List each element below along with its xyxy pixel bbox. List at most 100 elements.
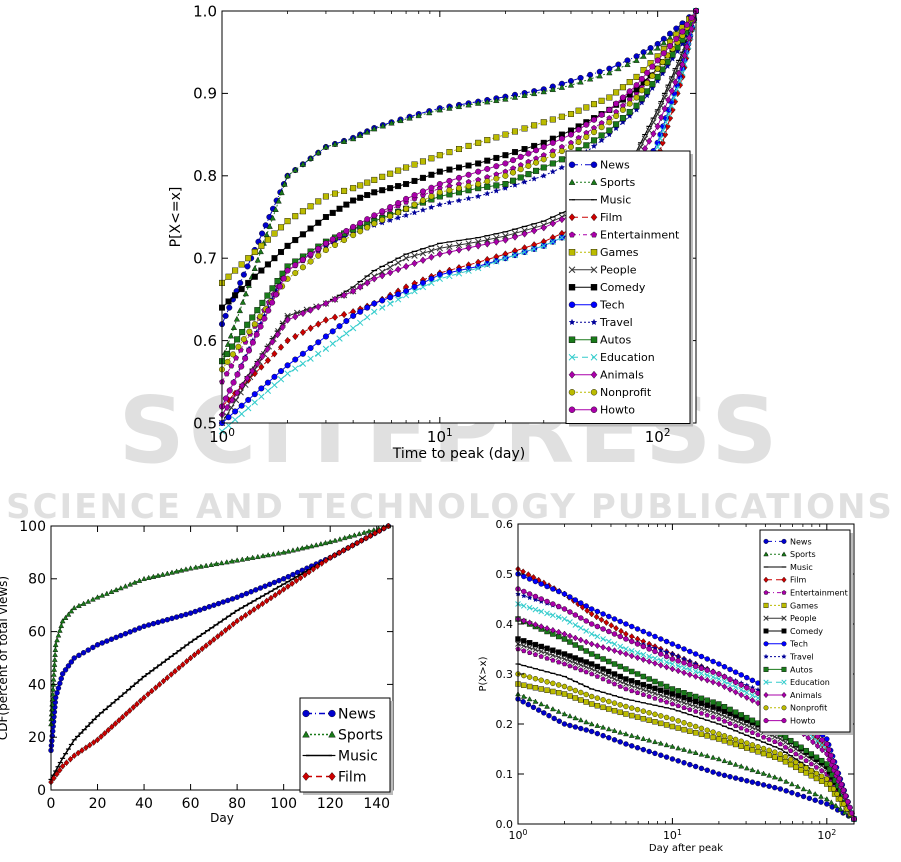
data-point: [640, 708, 647, 714]
data-point: [598, 616, 605, 624]
data-point: [315, 252, 322, 259]
data-point: [531, 175, 538, 182]
legend-marker: [763, 590, 769, 595]
data-point: [525, 171, 532, 178]
data-point: [224, 358, 231, 365]
data-point: [600, 626, 606, 632]
data-point: [59, 671, 66, 677]
data-point: [302, 571, 308, 579]
data-point: [749, 697, 756, 704]
data-point: [411, 192, 418, 199]
data-point: [623, 711, 629, 717]
data-point: [455, 103, 463, 110]
data-point: [681, 669, 687, 677]
data-point: [561, 630, 568, 638]
data-point: [530, 704, 537, 711]
data-point: [572, 612, 579, 618]
data-point: [149, 687, 155, 695]
y-tick-label: 0.1: [496, 768, 514, 781]
data-point: [681, 746, 687, 752]
data-point: [225, 597, 231, 604]
data-point: [549, 168, 556, 175]
data-point: [583, 669, 589, 675]
data-point: [160, 677, 167, 685]
data-point: [626, 79, 633, 86]
data-point: [663, 653, 670, 660]
legend-marker: [568, 249, 576, 256]
data-point: [232, 408, 239, 415]
data-point: [716, 706, 722, 712]
data-point: [732, 775, 739, 781]
data-point: [658, 113, 665, 122]
legend-marker: [568, 178, 576, 185]
data-point: [280, 275, 287, 282]
data-point: [613, 89, 620, 96]
data-point: [222, 312, 229, 319]
data-point: [550, 626, 556, 634]
data-point: [419, 158, 426, 165]
data-point: [660, 50, 667, 57]
y-axis-label: P[X<=x]: [168, 187, 184, 248]
data-point: [572, 665, 578, 671]
data-point: [716, 771, 722, 777]
data-point: [294, 546, 301, 552]
data-point: [603, 619, 610, 626]
series-line-travel: [221, 10, 697, 407]
data-point: [681, 646, 687, 652]
data-point: [819, 767, 825, 773]
data-point: [371, 275, 378, 283]
data-point: [628, 683, 635, 689]
data-point: [842, 809, 848, 815]
data-point: [130, 704, 137, 711]
data-point: [819, 737, 825, 743]
legend-entry-film: Film: [568, 211, 622, 224]
data-point: [549, 152, 556, 159]
data-point: [183, 611, 189, 618]
data-point: [238, 410, 245, 418]
data-point: [638, 95, 645, 102]
legend-entry-education: Education: [763, 678, 830, 687]
data-point: [223, 559, 230, 565]
data-point: [619, 115, 626, 122]
legend-marker: [763, 679, 769, 685]
legend-marker: [568, 389, 576, 396]
data-point: [692, 651, 699, 657]
data-point: [242, 611, 249, 619]
data-point: [249, 339, 256, 346]
data-point: [606, 106, 613, 113]
data-point: [244, 263, 251, 270]
data-point: [261, 315, 268, 322]
data-point: [465, 171, 472, 178]
data-point: [266, 581, 273, 588]
data-point: [265, 307, 272, 314]
legend-label: Education: [600, 351, 655, 364]
data-point: [234, 594, 240, 600]
data-point: [687, 696, 693, 703]
data-point: [665, 96, 672, 104]
data-point: [611, 616, 618, 622]
data-point: [336, 232, 343, 239]
data-point: [606, 735, 612, 741]
data-point: [789, 781, 795, 787]
data-point: [533, 159, 540, 166]
data-point: [615, 65, 622, 72]
data-point: [101, 730, 108, 737]
data-point: [732, 684, 739, 691]
data-point: [183, 657, 190, 665]
y-tick-label: 0.6: [496, 518, 514, 531]
data-point: [721, 664, 728, 670]
data-point: [520, 643, 527, 649]
data-point: [532, 578, 539, 585]
data-point: [611, 700, 618, 706]
data-point: [122, 583, 129, 589]
data-point: [590, 129, 597, 136]
data-point: [141, 694, 147, 701]
data-point: [264, 356, 271, 365]
data-point: [617, 673, 623, 680]
data-point: [710, 674, 716, 680]
data-point: [218, 428, 226, 435]
data-point: [540, 242, 547, 249]
data-point: [837, 806, 844, 812]
data-point: [646, 631, 652, 637]
